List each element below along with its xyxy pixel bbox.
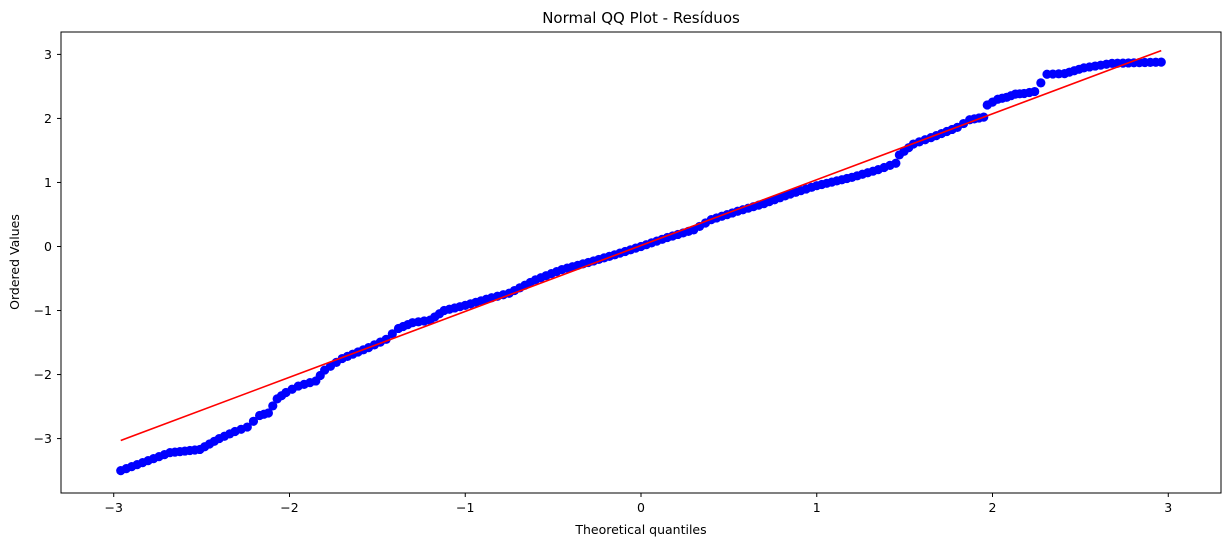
qq-point — [268, 401, 278, 411]
chart-title: Normal QQ Plot - Resíduos — [542, 9, 740, 27]
y-tick-label: 1 — [44, 175, 52, 190]
qq-point — [1036, 78, 1046, 88]
x-tick-label: 2 — [989, 500, 997, 515]
x-tick-label: −3 — [105, 500, 123, 515]
fit-line — [120, 49, 1162, 442]
qq-point — [248, 416, 259, 426]
qq-point — [1030, 86, 1040, 97]
qq-point — [242, 422, 252, 432]
axes-frame — [60, 31, 1222, 494]
x-tick-label: −1 — [456, 500, 474, 515]
plot-area — [116, 49, 1166, 476]
x-tick-label: −2 — [280, 500, 298, 515]
y-tick-label: 2 — [44, 111, 52, 126]
x-axis-label: Theoretical quantiles — [574, 522, 706, 537]
y-tick-label: −3 — [34, 431, 52, 446]
y-axis-label: Ordered Values — [7, 214, 22, 310]
x-tick-label: 0 — [637, 500, 645, 515]
qq-point — [891, 158, 901, 168]
y-axis: −3 −2 −1 0 1 2 3 — [34, 47, 61, 446]
x-tick-label: 3 — [1164, 500, 1172, 515]
qq-point — [387, 329, 397, 339]
qq-point — [263, 408, 273, 418]
y-tick-label: −1 — [34, 303, 52, 318]
y-tick-label: −2 — [34, 367, 52, 382]
y-tick-label: 0 — [44, 239, 52, 254]
y-tick-label: 3 — [44, 47, 52, 62]
qq-point — [1156, 57, 1166, 67]
x-tick-label: 1 — [813, 500, 821, 515]
x-axis: −3 −2 −1 0 1 2 3 — [105, 493, 1172, 515]
